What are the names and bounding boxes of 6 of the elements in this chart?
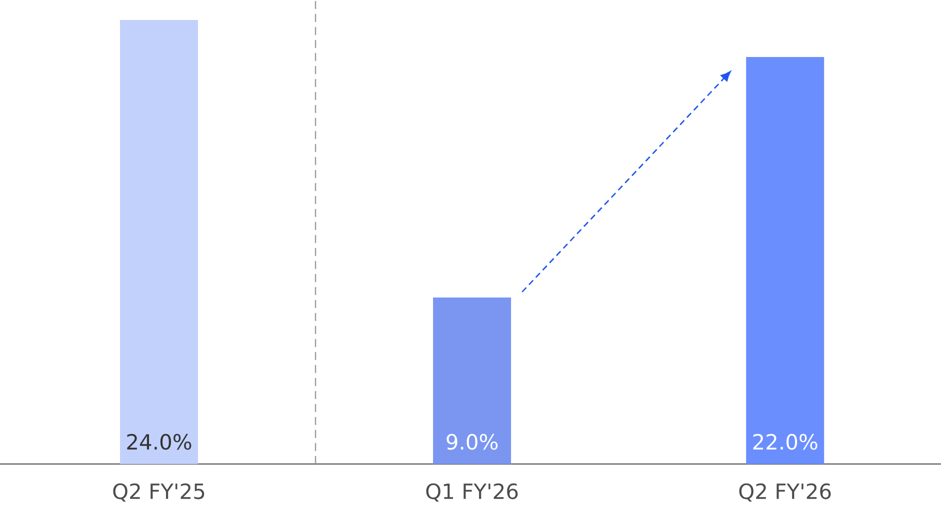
x-tick-label: Q2 FY'26 <box>739 483 831 502</box>
x-tick-label: Q2 FY'25 <box>113 483 204 502</box>
data-label: 24.0% <box>127 434 192 450</box>
x-tick-label: Q1 FY'26 <box>426 483 518 502</box>
data-label: 22.0% <box>753 434 818 450</box>
data-label: 9.0% <box>446 434 498 450</box>
